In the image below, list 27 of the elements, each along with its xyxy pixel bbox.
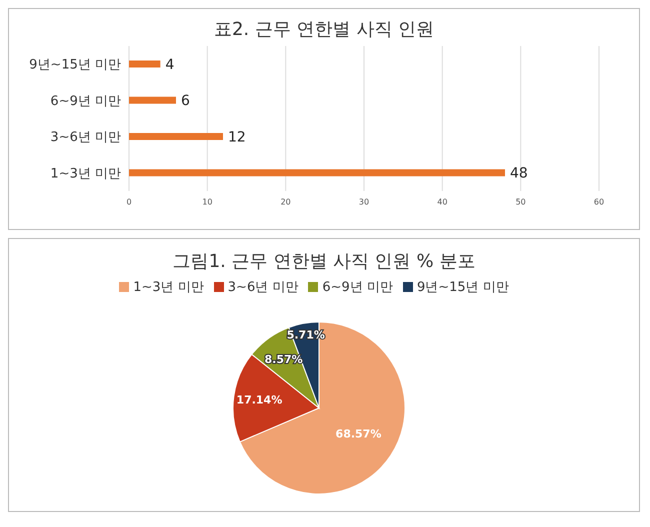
data-label: 6: [181, 93, 190, 110]
bar: [129, 133, 223, 140]
data-label: 68.57%: [336, 428, 382, 441]
x-tick-label: 60: [594, 198, 604, 207]
data-label: 48: [510, 166, 528, 182]
y-tick-label: 1~3년 미만: [50, 166, 121, 182]
x-tick-label: 40: [437, 198, 448, 207]
bar: [129, 96, 176, 104]
x-tick-label: 10: [202, 198, 212, 207]
y-tick-label: 6~9년 미만: [50, 94, 121, 109]
legend-label: 3~6년 미만: [228, 280, 298, 295]
x-tick-label: 30: [358, 198, 370, 207]
bar: [129, 169, 505, 176]
x-tick-label: 50: [516, 198, 526, 207]
data-label: 4: [165, 56, 174, 73]
y-tick-label: 3~6년 미만: [50, 130, 121, 146]
y-tick-label: 9년~15년 미만: [29, 58, 121, 73]
x-tick-label: 20: [280, 198, 291, 207]
data-label: 12: [228, 129, 246, 146]
legend-label: 9년~15년 미만: [416, 280, 509, 295]
chart-title: 표2. 근무 연한별 사직 인원: [212, 18, 436, 41]
bar: [129, 60, 160, 68]
x-tick-label: 0: [126, 198, 132, 207]
chart-title: 그림1. 근무 연한별 사직 인원 % 분포: [172, 250, 476, 273]
legend-label: 6~9년 미만: [322, 280, 393, 295]
data-label: 17.14%: [236, 393, 282, 406]
legend-label: 1~3년 미만: [133, 280, 204, 295]
